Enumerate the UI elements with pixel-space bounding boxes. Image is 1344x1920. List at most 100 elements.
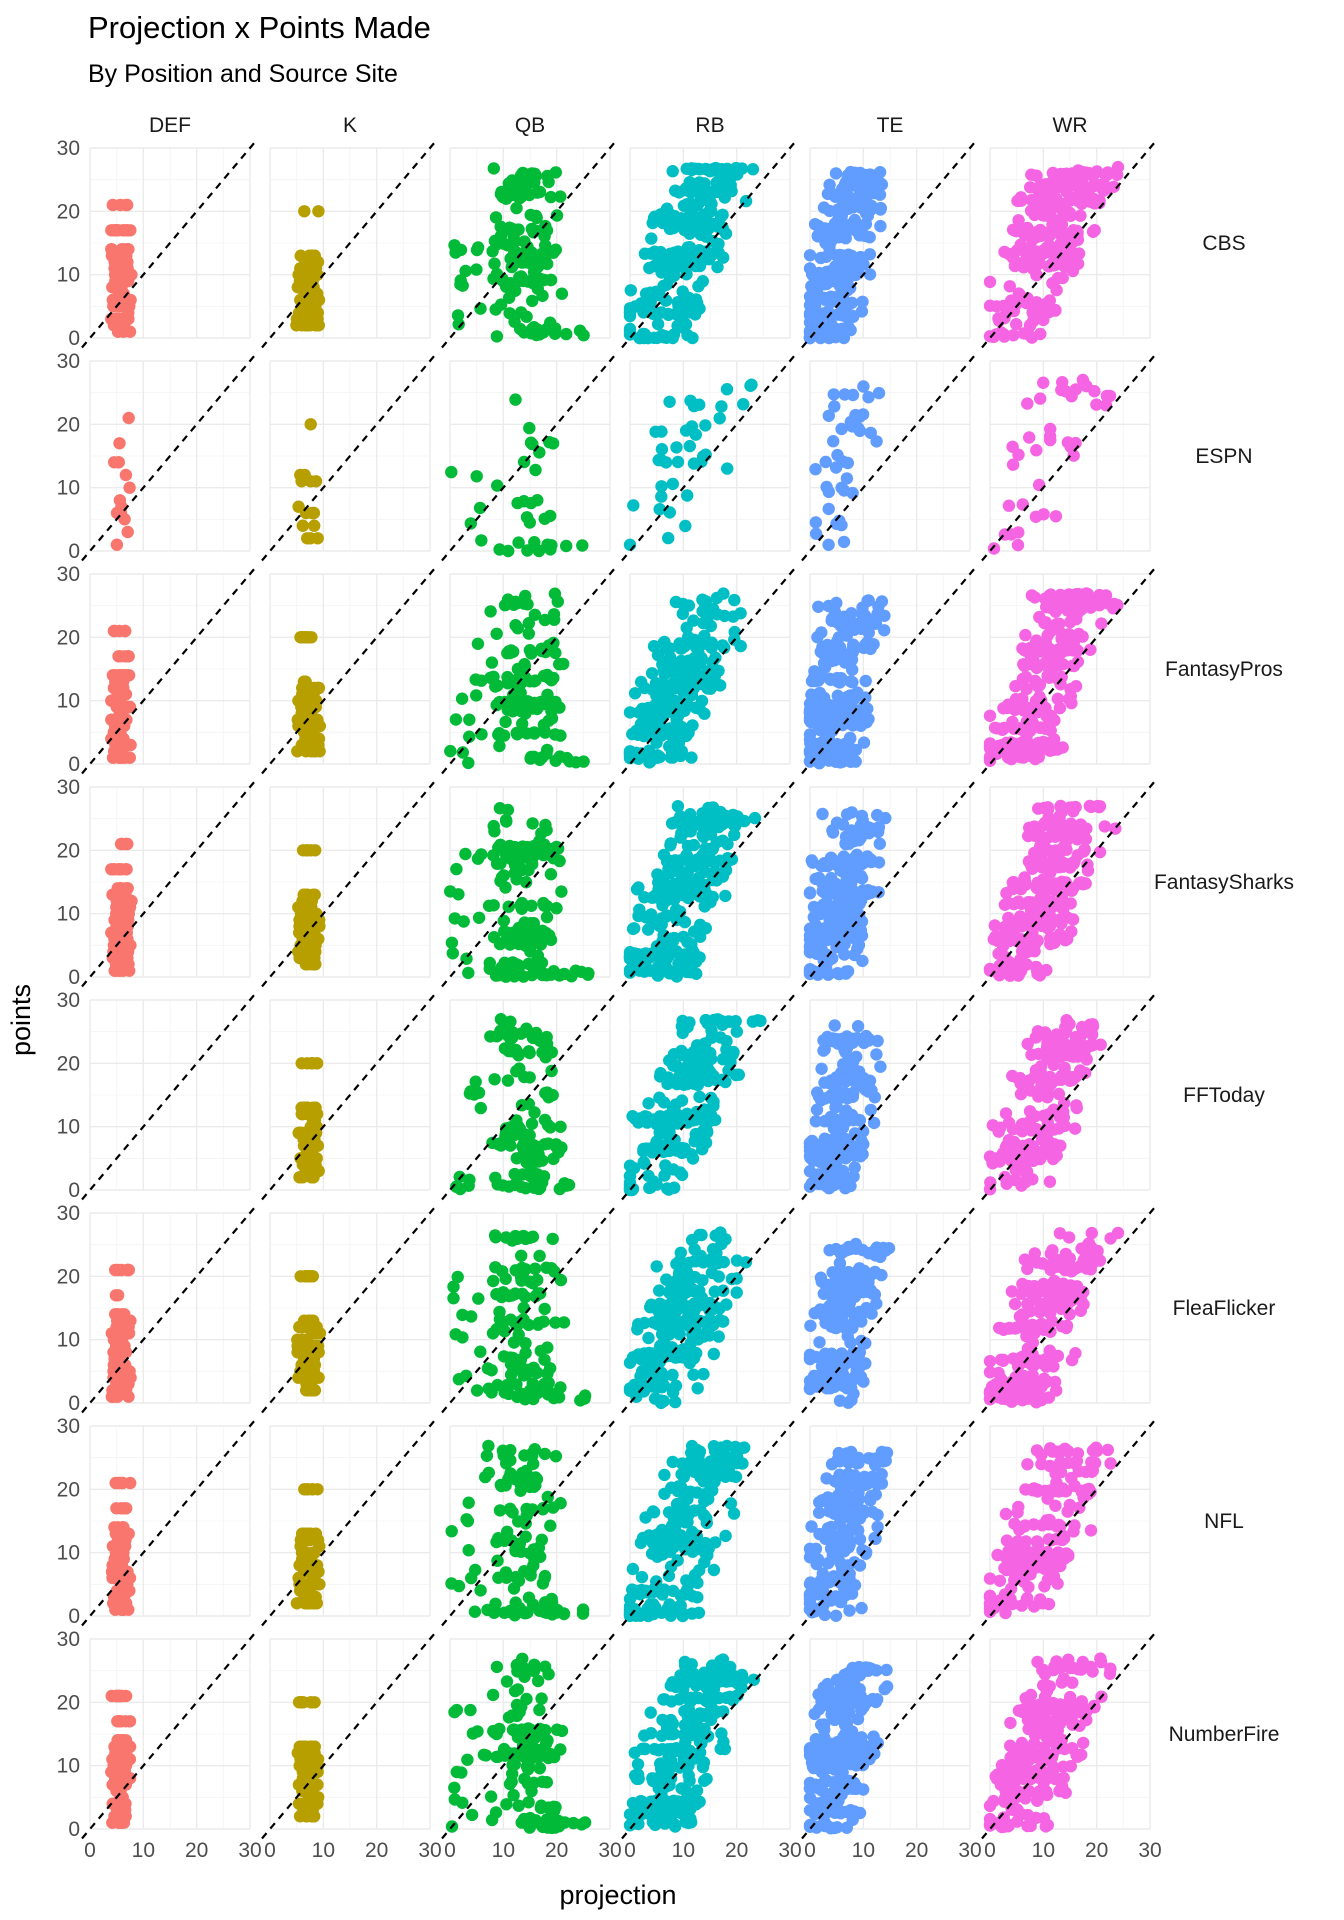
data-point xyxy=(291,281,304,294)
data-point xyxy=(814,251,827,265)
data-point xyxy=(489,1171,502,1184)
data-point xyxy=(650,736,663,749)
data-point xyxy=(820,480,833,494)
data-point xyxy=(746,1015,760,1028)
data-point xyxy=(828,654,841,667)
data-point xyxy=(1034,839,1047,853)
data-point xyxy=(856,295,869,308)
data-point xyxy=(475,674,488,687)
data-point xyxy=(497,914,510,927)
data-point xyxy=(1025,898,1039,911)
data-point xyxy=(294,249,307,262)
data-point xyxy=(670,1107,683,1120)
data-point xyxy=(512,1120,525,1133)
data-point xyxy=(833,641,846,654)
data-point xyxy=(860,1029,873,1043)
data-point xyxy=(540,910,554,924)
data-point xyxy=(487,931,501,944)
data-point xyxy=(118,513,131,526)
data-point xyxy=(807,900,821,914)
data-point xyxy=(516,840,529,853)
data-point xyxy=(878,624,891,637)
data-point xyxy=(857,380,870,393)
data-point xyxy=(1032,736,1045,750)
panel-fantasypros-te xyxy=(801,566,977,775)
data-point xyxy=(531,260,544,274)
data-point xyxy=(700,216,713,229)
data-point xyxy=(119,863,132,876)
data-point xyxy=(487,849,500,862)
data-point xyxy=(113,437,126,450)
data-point xyxy=(663,967,676,980)
data-point xyxy=(109,268,122,281)
data-point xyxy=(846,388,860,402)
reference-line xyxy=(81,992,257,1201)
data-point xyxy=(704,890,717,904)
data-point xyxy=(677,813,691,826)
data-point xyxy=(105,713,118,726)
data-point xyxy=(686,331,699,345)
data-point xyxy=(693,302,706,315)
data-point xyxy=(680,268,693,281)
data-point xyxy=(296,519,309,532)
data-point xyxy=(292,500,305,513)
data-point xyxy=(856,408,870,421)
data-point xyxy=(494,220,507,233)
data-point xyxy=(298,681,312,695)
data-point xyxy=(864,1103,877,1117)
data-point xyxy=(659,1159,672,1172)
data-point xyxy=(851,1020,865,1033)
data-point xyxy=(655,443,669,456)
data-point xyxy=(106,198,119,212)
data-point xyxy=(491,479,504,492)
data-point xyxy=(680,965,693,979)
data-point xyxy=(833,248,846,262)
data-point xyxy=(558,1177,571,1190)
data-point xyxy=(522,1097,535,1111)
data-point xyxy=(512,536,525,549)
data-point xyxy=(525,222,538,236)
data-point xyxy=(811,1086,824,1099)
data-point xyxy=(849,622,862,635)
data-point xyxy=(693,163,706,176)
data-point xyxy=(524,945,537,958)
data-point xyxy=(863,248,877,261)
data-point xyxy=(675,1094,689,1107)
data-point xyxy=(691,853,704,866)
data-point xyxy=(842,190,855,203)
data-point xyxy=(676,1026,689,1040)
data-point xyxy=(803,249,817,262)
reference-line xyxy=(981,353,1157,562)
data-point xyxy=(554,190,567,203)
data-point xyxy=(702,163,715,176)
data-point xyxy=(544,273,557,287)
data-point xyxy=(707,1099,720,1113)
reference-line xyxy=(81,779,257,988)
data-point xyxy=(1042,260,1055,273)
data-point xyxy=(814,645,827,658)
data-point xyxy=(823,204,836,218)
data-point xyxy=(1044,643,1057,656)
data-point xyxy=(515,896,529,910)
data-point xyxy=(648,699,661,712)
data-point xyxy=(1080,822,1093,835)
data-point xyxy=(312,681,325,695)
data-point xyxy=(538,613,552,627)
data-point xyxy=(653,951,666,964)
data-point xyxy=(499,1130,512,1143)
reference-line xyxy=(981,140,1157,349)
data-point xyxy=(548,324,561,337)
data-point xyxy=(842,739,855,753)
data-point xyxy=(1030,169,1043,182)
data-point xyxy=(1031,183,1044,196)
data-point xyxy=(666,331,679,345)
data-point xyxy=(679,519,692,533)
data-point xyxy=(523,516,536,529)
data-point xyxy=(1062,250,1076,263)
panel-espn-k xyxy=(261,353,437,562)
data-point xyxy=(486,245,499,258)
data-point xyxy=(852,422,865,435)
data-point xyxy=(827,435,840,448)
data-point xyxy=(681,198,694,211)
data-point xyxy=(688,925,701,938)
